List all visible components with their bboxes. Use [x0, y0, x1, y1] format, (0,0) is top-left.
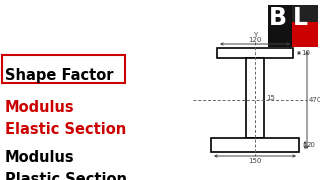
- Text: Shape Factor: Shape Factor: [5, 68, 114, 83]
- Bar: [292, 5, 318, 22]
- Text: 470: 470: [309, 97, 320, 103]
- Bar: [246, 58, 264, 138]
- Text: Modulus: Modulus: [5, 100, 75, 115]
- Text: Plastic Section: Plastic Section: [5, 172, 127, 180]
- Text: Elastic Section: Elastic Section: [5, 122, 126, 137]
- Text: L: L: [293, 6, 308, 30]
- Bar: [2, 55, 125, 83]
- Text: 120: 120: [248, 37, 262, 43]
- Bar: [292, 22, 318, 47]
- Bar: [268, 5, 292, 47]
- Bar: [217, 48, 293, 58]
- Text: B: B: [269, 6, 287, 30]
- Text: Modulus: Modulus: [5, 150, 75, 165]
- Text: 150: 150: [248, 158, 262, 164]
- Text: Y: Y: [253, 32, 257, 38]
- Text: 15: 15: [266, 95, 275, 101]
- Bar: [211, 138, 299, 152]
- Text: 20: 20: [307, 142, 316, 148]
- Text: 10: 10: [301, 50, 310, 56]
